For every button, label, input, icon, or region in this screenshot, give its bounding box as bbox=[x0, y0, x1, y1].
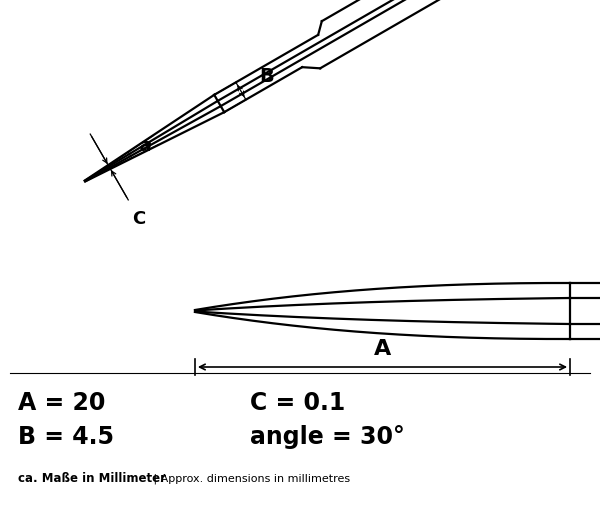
Text: A = 20: A = 20 bbox=[18, 391, 106, 415]
Text: angle = 30°: angle = 30° bbox=[250, 425, 405, 449]
Text: a: a bbox=[140, 137, 152, 155]
Text: C: C bbox=[133, 210, 146, 228]
Text: ca. Maße in Millimeter: ca. Maße in Millimeter bbox=[18, 473, 166, 486]
Text: A: A bbox=[374, 339, 391, 359]
Text: B = 4.5: B = 4.5 bbox=[18, 425, 114, 449]
Text: | Approx. dimensions in millimetres: | Approx. dimensions in millimetres bbox=[150, 474, 350, 484]
Text: C = 0.1: C = 0.1 bbox=[250, 391, 345, 415]
Text: B: B bbox=[259, 67, 274, 85]
